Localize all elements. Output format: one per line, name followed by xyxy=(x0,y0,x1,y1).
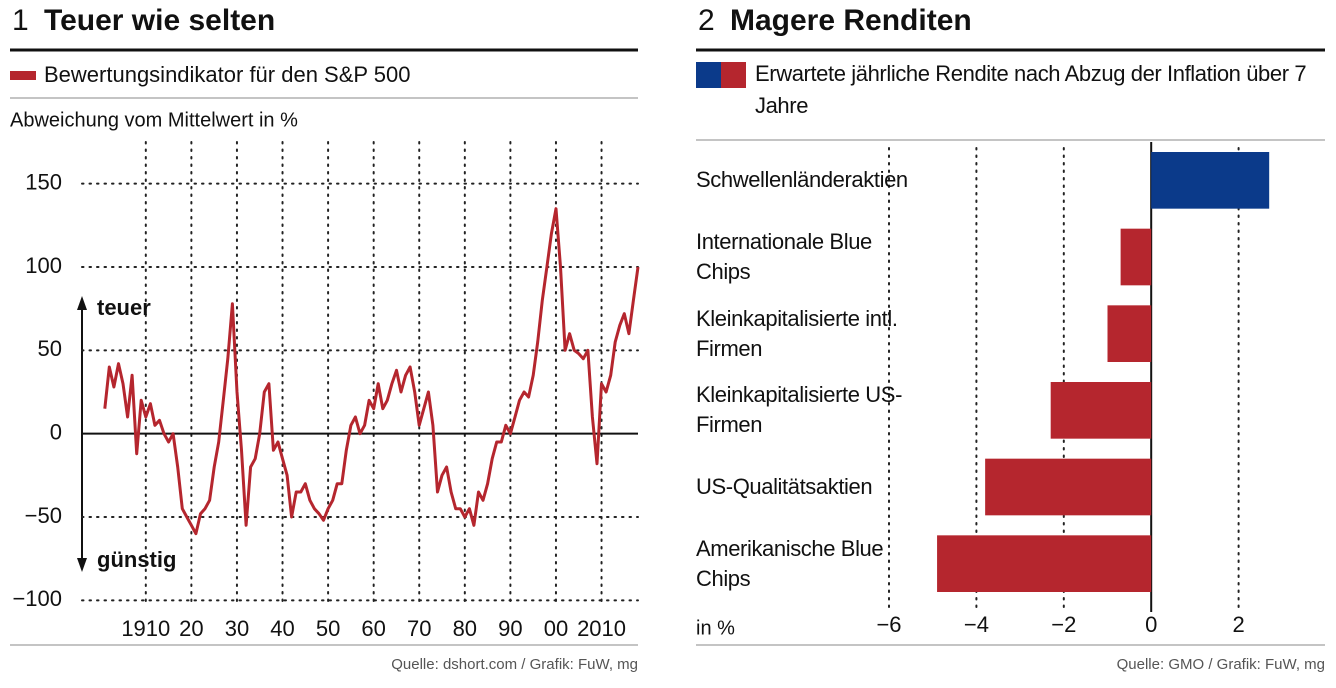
category-label: Kleinkapitalisierte US-Firmen xyxy=(696,382,902,438)
x-tick-label: 30 xyxy=(225,616,249,641)
x-tick-label: 80 xyxy=(453,616,477,641)
data-line xyxy=(103,207,640,536)
y-tick-label: 50 xyxy=(38,336,62,361)
x-tick-label: 2 xyxy=(1232,612,1244,637)
legend-swatch xyxy=(10,71,36,80)
y-tick-label: 150 xyxy=(25,169,62,194)
x-tick-label: −6 xyxy=(876,612,901,637)
bar xyxy=(1050,382,1152,439)
x-axis-label: in % xyxy=(696,617,735,639)
arrow-down xyxy=(77,558,87,572)
legend-swatch xyxy=(696,62,721,88)
bar xyxy=(1120,228,1152,286)
category-label: Kleinkapitalisierte intl. Firmen xyxy=(696,305,898,361)
x-tick-label: 1910 xyxy=(121,616,170,641)
bar xyxy=(937,535,1152,592)
category-label: Schwellenländeraktien xyxy=(696,167,908,193)
chart-title: Teuer wie selten xyxy=(44,4,275,37)
bar xyxy=(1151,152,1270,209)
chart-number: 2 xyxy=(698,4,715,37)
x-tick-label: 90 xyxy=(498,616,522,641)
y-axis-label: Abweichung vom Mittelwert in % xyxy=(10,109,298,131)
category-label: Internationale Blue Chips xyxy=(696,228,872,284)
arrow-up xyxy=(77,296,87,310)
bar xyxy=(1107,305,1152,362)
x-tick-label: 00 xyxy=(544,616,568,641)
x-tick-label: 60 xyxy=(361,616,385,641)
chart-title: Magere Renditen xyxy=(730,4,972,37)
source: Quelle: GMO / Grafik: FuW, mg xyxy=(1117,656,1325,673)
source: Quelle: dshort.com / Grafik: FuW, mg xyxy=(391,656,638,673)
category-label: US-Qualitätsaktien xyxy=(696,473,873,499)
chart-number: 1 xyxy=(12,4,29,37)
legend-swatch xyxy=(721,62,746,88)
x-tick-label: −2 xyxy=(1051,612,1076,637)
y-tick-label: −100 xyxy=(12,586,62,611)
x-tick-label: −4 xyxy=(964,612,989,637)
category-label: Amerikanische Blue Chips xyxy=(696,535,884,591)
annotation: günstig xyxy=(97,547,176,572)
legend-label: Erwartete jährliche Rendite nach Abzug d… xyxy=(755,61,1307,118)
bar xyxy=(985,458,1152,516)
x-tick-label: 70 xyxy=(407,616,431,641)
x-tick-label: 0 xyxy=(1145,612,1157,637)
y-tick-label: −50 xyxy=(25,503,62,528)
y-tick-label: 100 xyxy=(25,253,62,278)
annotation: teuer xyxy=(97,295,151,320)
x-tick-label: 20 xyxy=(179,616,203,641)
legend-label: Bewertungsindikator für den S&P 500 xyxy=(44,62,411,87)
y-tick-label: 0 xyxy=(50,419,62,444)
x-tick-label: 50 xyxy=(316,616,340,641)
x-tick-label: 40 xyxy=(270,616,294,641)
x-tick-label: 2010 xyxy=(577,616,626,641)
